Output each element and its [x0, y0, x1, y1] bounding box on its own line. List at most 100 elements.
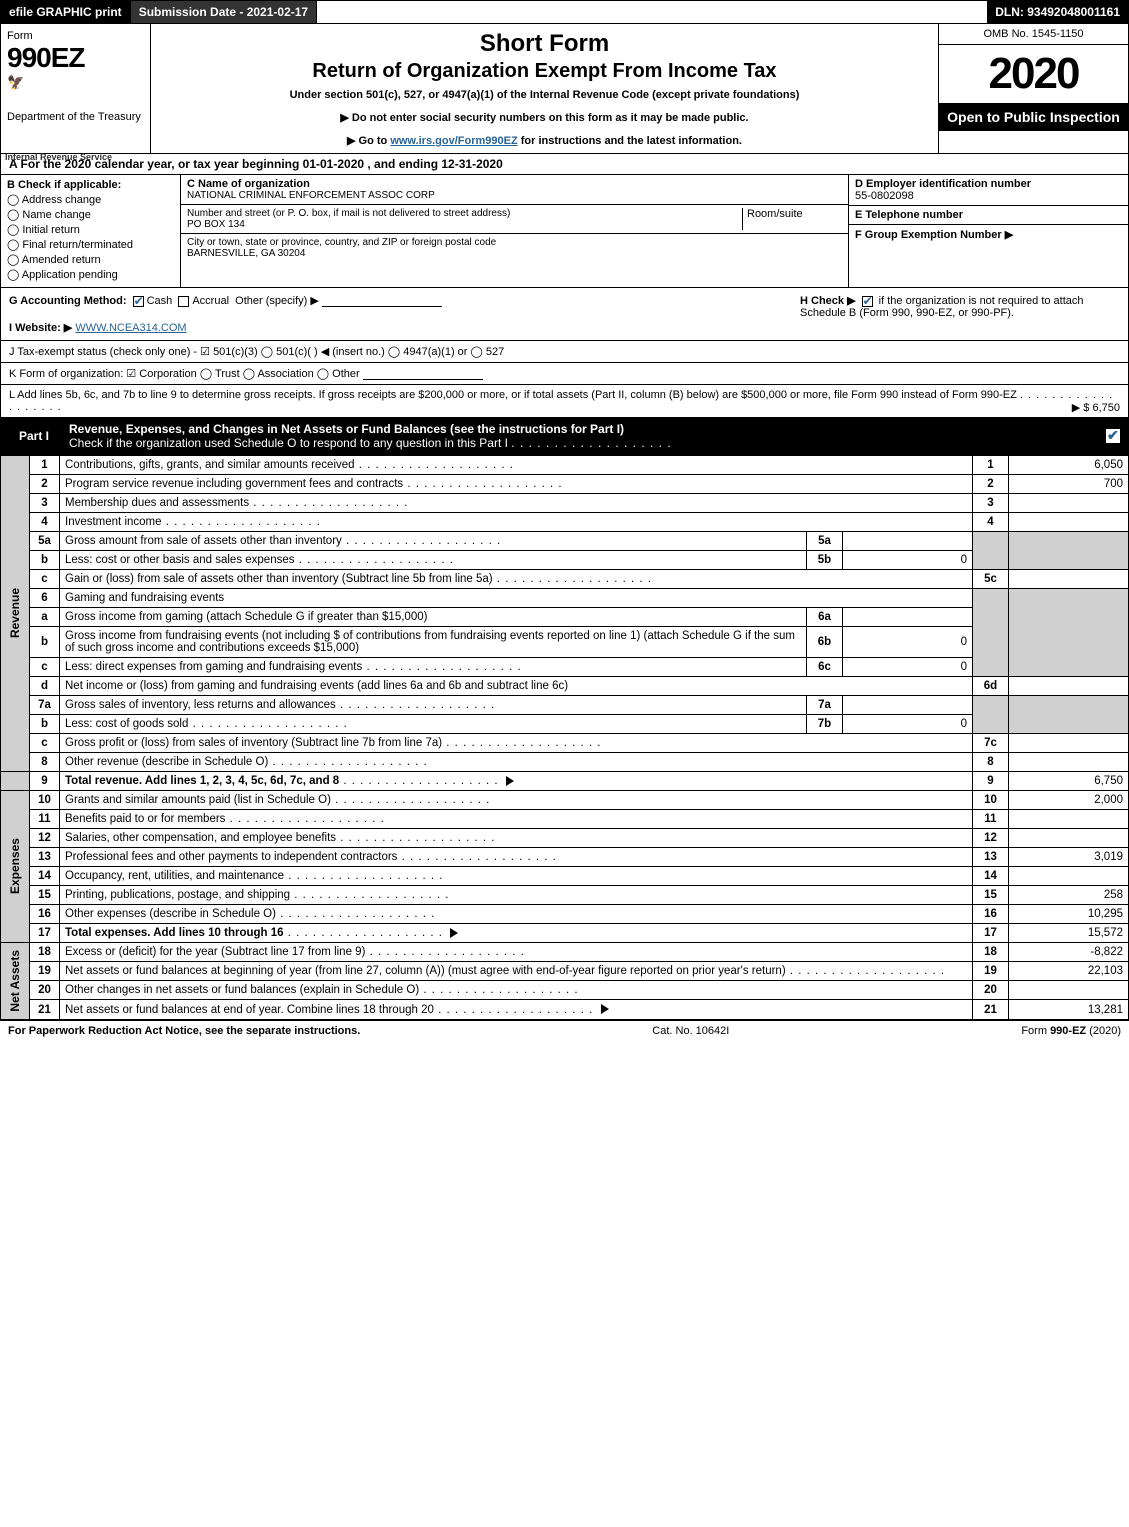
header-left: Form 990EZ 🦅 Department of the Treasury — [1, 24, 151, 153]
l6c-sv: 0 — [843, 658, 973, 677]
chk-application-pending[interactable]: ◯ Application pending — [7, 268, 174, 281]
l7b-desc: Less: cost of goods sold — [60, 715, 807, 734]
l6d-num: d — [30, 677, 60, 696]
table-row: c Gross profit or (loss) from sales of i… — [1, 734, 1129, 753]
block-bcdef: B Check if applicable: ◯ Address change … — [0, 175, 1129, 288]
opt-address-change: Address change — [22, 194, 102, 206]
table-row: c Less: direct expenses from gaming and … — [1, 658, 1129, 677]
l9-desc: Total revenue. Add lines 1, 2, 3, 4, 5c,… — [60, 772, 973, 791]
h-label: H Check ▶ — [800, 295, 856, 307]
l18-ln: 18 — [973, 943, 1009, 962]
k-other-fill[interactable] — [363, 368, 483, 380]
l4-ln: 4 — [973, 513, 1009, 532]
h-right: H Check ▶ if the organization is not req… — [800, 294, 1120, 334]
l5a-desc: Gross amount from sale of assets other t… — [60, 532, 807, 551]
table-row: 5a Gross amount from sale of assets othe… — [1, 532, 1129, 551]
l20-ln: 20 — [973, 981, 1009, 1000]
l21-num: 21 — [30, 1000, 60, 1019]
l20-val — [1009, 981, 1129, 1000]
c-addr-label: Number and street (or P. O. box, if mail… — [187, 208, 742, 219]
arrow-icon — [601, 1004, 609, 1014]
l16-num: 16 — [30, 905, 60, 924]
l7c-num: c — [30, 734, 60, 753]
l5c-ln: 5c — [973, 570, 1009, 589]
part1-header: Part I Revenue, Expenses, and Changes in… — [0, 418, 1129, 455]
l5b-desc: Less: cost or other basis and sales expe… — [60, 551, 807, 570]
chk-name-change[interactable]: ◯ Name change — [7, 208, 174, 221]
l6b-desc: Gross income from fundraising events (no… — [60, 627, 807, 658]
l14-desc: Occupancy, rent, utilities, and maintena… — [60, 867, 973, 886]
l6-desc: Gaming and fundraising events — [60, 589, 973, 608]
l12-num: 12 — [30, 829, 60, 848]
chk-address-change[interactable]: ◯ Address change — [7, 193, 174, 206]
l19-val: 22,103 — [1009, 962, 1129, 981]
chk-h[interactable] — [862, 296, 873, 307]
table-row: 7a Gross sales of inventory, less return… — [1, 696, 1129, 715]
irs-link[interactable]: www.irs.gov/Form990EZ — [390, 135, 517, 147]
chk-accrual[interactable] — [178, 296, 189, 307]
i-label: I Website: ▶ — [9, 322, 72, 334]
l20-num: 20 — [30, 981, 60, 1000]
chk-cash[interactable] — [133, 296, 144, 307]
l4-num: 4 — [30, 513, 60, 532]
chk-amended-return[interactable]: ◯ Amended return — [7, 253, 174, 266]
table-row: 8 Other revenue (describe in Schedule O)… — [1, 753, 1129, 772]
l7a-sv — [843, 696, 973, 715]
form-number: 990EZ — [7, 42, 144, 74]
form-label: Form — [7, 30, 144, 42]
g-label: G Accounting Method: — [9, 295, 127, 307]
l5b-sn: 5b — [807, 551, 843, 570]
l2-ln: 2 — [973, 475, 1009, 494]
irs-eagle-icon: 🦅 — [7, 74, 24, 90]
l15-val: 258 — [1009, 886, 1129, 905]
l6b-sn: 6b — [807, 627, 843, 658]
table-row: b Gross income from fundraising events (… — [1, 627, 1129, 658]
tax-year: 2020 — [939, 45, 1128, 103]
table-row: 3 Membership dues and assessments 3 — [1, 494, 1129, 513]
website-link[interactable]: WWW.NCEA314.COM — [75, 322, 186, 334]
c-addr-cell: Number and street (or P. O. box, if mail… — [181, 205, 848, 234]
l1-desc: Contributions, gifts, grants, and simila… — [60, 456, 973, 475]
row-l: L Add lines 5b, 6c, and 7b to line 9 to … — [0, 385, 1129, 418]
l6c-desc: Less: direct expenses from gaming and fu… — [60, 658, 807, 677]
l9-val: 6,750 — [1009, 772, 1129, 791]
dept-treasury: Department of the Treasury — [7, 111, 144, 123]
table-row: 13Professional fees and other payments t… — [1, 848, 1129, 867]
part1-schedule-o-checkbox[interactable] — [1106, 429, 1120, 443]
header-right: OMB No. 1545-1150 2020 Open to Public In… — [938, 24, 1128, 153]
l7c-ln: 7c — [973, 734, 1009, 753]
table-row: 20Other changes in net assets or fund ba… — [1, 981, 1129, 1000]
goto-post: for instructions and the latest informat… — [521, 135, 742, 147]
table-row: 12Salaries, other compensation, and empl… — [1, 829, 1129, 848]
l6a-sv — [843, 608, 973, 627]
org-name: NATIONAL CRIMINAL ENFORCEMENT ASSOC CORP — [187, 190, 435, 201]
l6a-desc: Gross income from gaming (attach Schedul… — [60, 608, 807, 627]
chk-final-return[interactable]: ◯ Final return/terminated — [7, 238, 174, 251]
footer-mid: Cat. No. 10642I — [360, 1025, 1021, 1037]
goto-pre: ▶ Go to — [347, 135, 390, 147]
l19-num: 19 — [30, 962, 60, 981]
irs-service-overlay: Internal Revenue Service — [5, 152, 112, 162]
efile-print[interactable]: efile GRAPHIC print — [1, 1, 131, 23]
c-city-label: City or town, state or province, country… — [187, 237, 496, 248]
short-form-title: Short Form — [161, 30, 928, 58]
l1-ln: 1 — [973, 456, 1009, 475]
l16-val: 10,295 — [1009, 905, 1129, 924]
chk-initial-return[interactable]: ◯ Initial return — [7, 223, 174, 236]
l8-val — [1009, 753, 1129, 772]
l17-num: 17 — [30, 924, 60, 943]
opt-final-return: Final return/terminated — [22, 239, 133, 251]
ssn-warning: ▶ Do not enter social security numbers o… — [161, 111, 928, 124]
l8-num: 8 — [30, 753, 60, 772]
table-row: 17Total expenses. Add lines 10 through 1… — [1, 924, 1129, 943]
l5ab-grey-v — [1009, 532, 1129, 570]
goto-line: ▶ Go to www.irs.gov/Form990EZ for instru… — [161, 134, 928, 147]
g-other-fill[interactable] — [322, 295, 442, 307]
table-row: d Net income or (loss) from gaming and f… — [1, 677, 1129, 696]
l18-val: -8,822 — [1009, 943, 1129, 962]
table-row: 16Other expenses (describe in Schedule O… — [1, 905, 1129, 924]
l6d-desc: Net income or (loss) from gaming and fun… — [60, 677, 973, 696]
l13-val: 3,019 — [1009, 848, 1129, 867]
l11-ln: 11 — [973, 810, 1009, 829]
table-row: Expenses 10 Grants and similar amounts p… — [1, 791, 1129, 810]
